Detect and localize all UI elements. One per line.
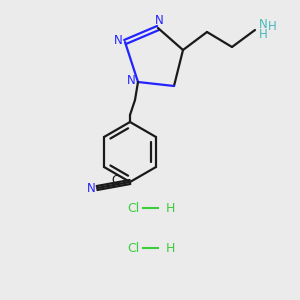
Text: H: H bbox=[268, 20, 276, 34]
Text: Cl: Cl bbox=[128, 202, 140, 214]
Text: N: N bbox=[154, 14, 164, 28]
Text: Cl: Cl bbox=[128, 242, 140, 254]
Text: N: N bbox=[127, 74, 135, 88]
Text: N: N bbox=[87, 182, 95, 196]
Text: H: H bbox=[259, 28, 267, 41]
Text: C: C bbox=[111, 173, 120, 187]
Text: N: N bbox=[114, 34, 122, 46]
Text: H: H bbox=[166, 202, 175, 214]
Text: H: H bbox=[166, 242, 175, 254]
Text: N: N bbox=[259, 19, 267, 32]
